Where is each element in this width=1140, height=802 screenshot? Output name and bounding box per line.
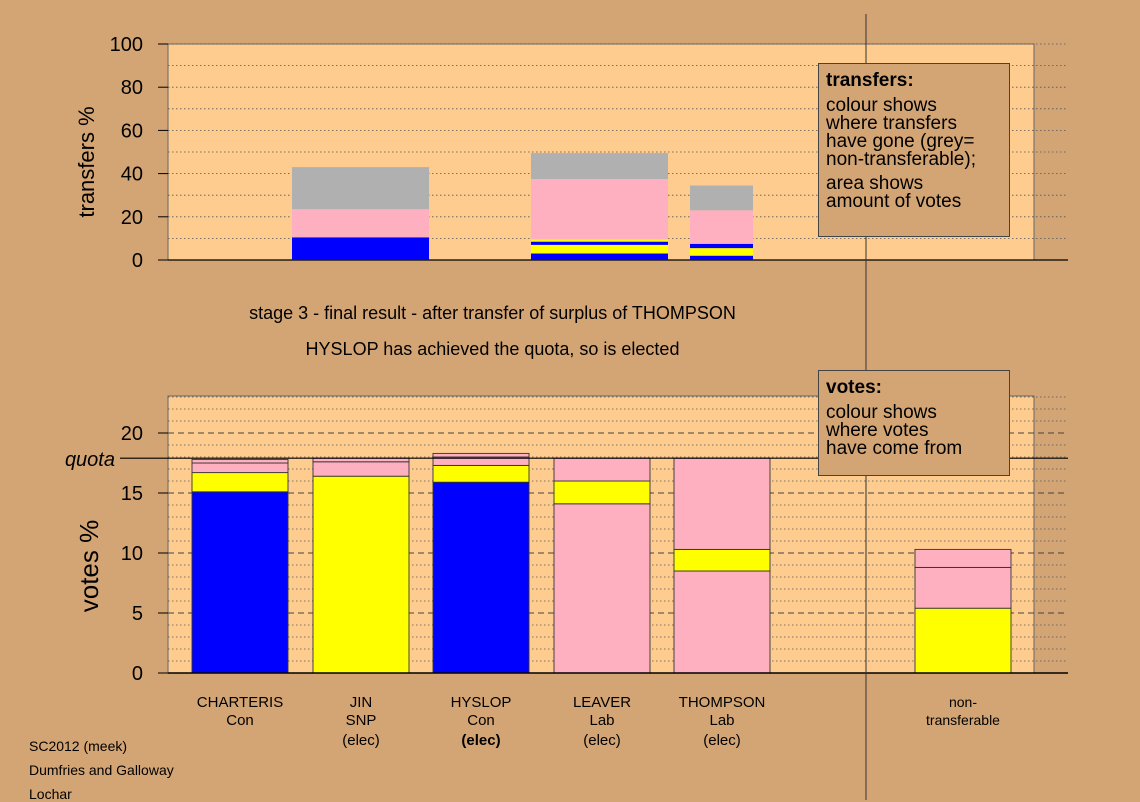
vote-segment-hyslop-lab <box>432 452 530 458</box>
transfers-y-tick-label: 60 <box>121 120 143 142</box>
votes-y-tick-label: 20 <box>121 423 143 445</box>
transfer-segment-jin-con <box>292 237 429 260</box>
vote-segment-non-transferable-snp <box>914 607 1012 674</box>
votes-y-tick-label: 0 <box>132 663 143 685</box>
category-party-label: SNP <box>346 712 377 729</box>
vote-segment-thompson-lab <box>673 570 771 674</box>
category-name-label: LEAVER <box>573 694 631 711</box>
category-status-label: (elec) <box>583 732 621 749</box>
transfers-y-tick-label: 0 <box>132 250 143 272</box>
votes-legend-title: votes: <box>826 377 882 398</box>
vote-segment-charteris-con <box>191 491 289 674</box>
category-name-label: CHARTERIS <box>197 694 283 711</box>
transfers-y-tick-label: 100 <box>110 34 143 56</box>
transfers-y-tick-label: 20 <box>121 207 143 229</box>
category-name-label: JIN <box>350 694 373 711</box>
transfers-legend-line-1: colour shows <box>826 95 937 116</box>
vote-segment-hyslop-snp <box>432 464 530 483</box>
transfers-legend-line-2: where transfers <box>826 113 957 134</box>
vote-segment-thompson-lab <box>673 457 771 550</box>
vote-segment-charteris-lab <box>191 462 289 474</box>
transfers-legend-line-3: have gone (grey= <box>826 131 975 152</box>
elected-caption: HYSLOP has achieved the quota, so is ele… <box>305 339 680 359</box>
category-name-label: HYSLOP <box>451 694 512 711</box>
transfers-y-tick-label: 80 <box>121 77 143 99</box>
votes-y-axis-label: votes % <box>74 520 104 613</box>
votes-legend: votes: colour shows where votes have com… <box>818 370 1010 476</box>
votes-y-tick-label: 10 <box>121 543 143 565</box>
category-status-label: (elec) <box>703 732 741 749</box>
votes-y-tick-label: 15 <box>121 483 143 505</box>
footer-constituency: Lochar <box>29 786 72 802</box>
transfer-segment-thompson-snp <box>690 248 753 256</box>
footer-election: SC2012 (meek) <box>29 738 128 754</box>
quota-label: quota <box>65 449 115 471</box>
vote-segment-jin-snp <box>312 475 410 674</box>
transfers-legend: transfers: colour shows where transfers … <box>818 63 1010 237</box>
vote-segment-non-transferable-lab <box>914 566 1012 609</box>
votes-legend-line-1: colour shows <box>826 402 937 423</box>
transfer-segment-leaver-nontransferable <box>531 153 668 179</box>
category-name-label: THOMPSON <box>679 694 766 711</box>
votes-legend-line-2: where votes <box>826 420 929 441</box>
category-party-label: Con <box>226 712 254 729</box>
category-name-label: non- <box>949 694 977 710</box>
category-party-label: Con <box>467 712 495 729</box>
votes-legend-line-3: have come from <box>826 438 963 459</box>
footer-region: Dumfries and Galloway <box>29 762 174 778</box>
transfer-segment-jin-nontransferable <box>292 167 429 210</box>
vote-segment-leaver-lab <box>553 503 651 674</box>
vote-segment-leaver-snp <box>553 480 651 505</box>
category-status-label: (elec) <box>342 732 380 749</box>
vote-segment-charteris-lab <box>191 458 289 464</box>
transfer-segment-leaver-con <box>531 253 668 260</box>
transfers-legend-line-6: amount of votes <box>826 191 962 212</box>
vote-segment-thompson-snp <box>673 548 771 572</box>
transfers-y-axis-label: transfers % <box>74 106 99 217</box>
vote-segment-non-transferable-lab <box>914 548 1012 568</box>
stage-caption: stage 3 - final result - after transfer … <box>249 303 736 323</box>
votes-y-tick-label: 5 <box>132 603 143 625</box>
category-party-label: Lab <box>709 712 734 729</box>
vote-segment-charteris-snp <box>191 472 289 493</box>
transfer-segment-jin-lab <box>292 209 429 238</box>
vote-segment-hyslop-con <box>432 481 530 674</box>
category-party-label: transferable <box>926 712 1000 728</box>
category-party-label: Lab <box>589 712 614 729</box>
vote-segment-leaver-lab <box>553 457 651 482</box>
transfers-legend-line-4: non-transferable); <box>826 149 976 170</box>
vote-segment-jin-lab <box>312 461 410 477</box>
transfer-segment-leaver-snp <box>531 239 668 242</box>
transfer-segment-thompson-lab <box>690 210 753 244</box>
transfer-segment-thompson-con <box>690 243 753 249</box>
transfers-legend-title: transfers: <box>826 70 914 91</box>
transfer-segment-leaver-lab <box>531 179 668 240</box>
transfer-segment-thompson-nontransferable <box>690 185 753 211</box>
transfers-legend-line-5: area shows <box>826 173 924 194</box>
transfer-segment-leaver-snp <box>531 244 668 254</box>
transfers-y-tick-label: 40 <box>121 164 143 186</box>
category-status-label: (elec) <box>461 732 500 749</box>
transfer-segment-thompson-con <box>690 255 753 260</box>
transfer-segment-leaver-con <box>531 241 668 245</box>
